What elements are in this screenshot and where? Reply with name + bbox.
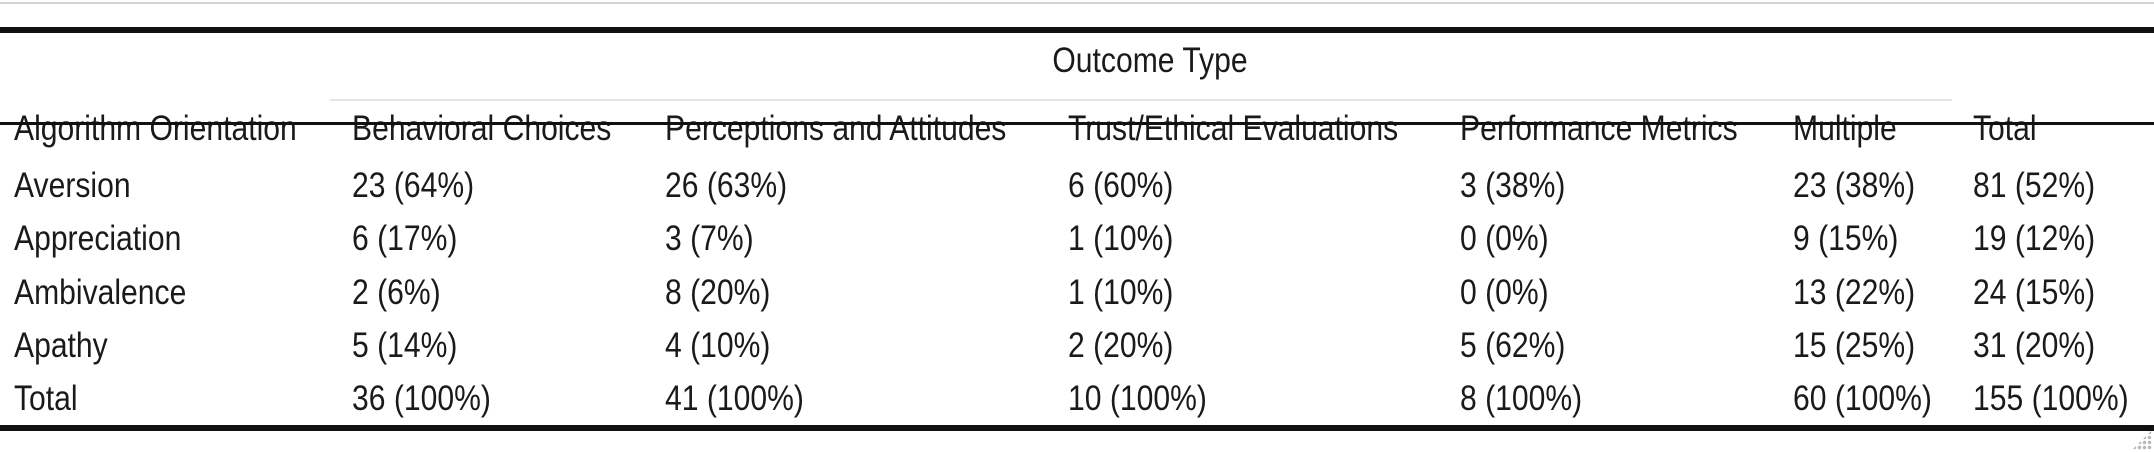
table-cell: 24 (15%)	[1973, 273, 2096, 312]
table-cell: 10 (100%)	[1068, 379, 1207, 418]
column-header-performance-metrics: Performance Metrics	[1460, 109, 1738, 148]
table-cell: 19 (12%)	[1973, 219, 2096, 258]
table-cell: 8 (100%)	[1460, 379, 1583, 418]
table-cell: 23 (64%)	[352, 166, 475, 205]
table-cell: 5 (62%)	[1460, 326, 1566, 365]
table-cell: 0 (0%)	[1460, 273, 1549, 312]
table-bottom-rule	[0, 425, 2154, 431]
column-header-behavioral-choices: Behavioral Choices	[352, 109, 612, 148]
table-cell: 3 (38%)	[1460, 166, 1566, 205]
table-cell: 9 (15%)	[1793, 219, 1899, 258]
table-cell: 60 (100%)	[1793, 379, 1932, 418]
row-header-label: Algorithm Orientation	[14, 109, 297, 148]
row-label: Appreciation	[14, 219, 182, 258]
table-cell: 31 (20%)	[1973, 326, 2096, 365]
table-cell: 26 (63%)	[665, 166, 788, 205]
table-top-rule	[0, 27, 2154, 33]
table-cell: 5 (14%)	[352, 326, 458, 365]
column-spanner-label: Outcome Type	[1052, 41, 1248, 80]
column-header-trust-ethical: Trust/Ethical Evaluations	[1068, 109, 1399, 148]
table-cell: 8 (20%)	[665, 273, 771, 312]
table-cell: 3 (7%)	[665, 219, 754, 258]
table-cell: 0 (0%)	[1460, 219, 1549, 258]
table-cell: 13 (22%)	[1793, 273, 1916, 312]
table-cell: 4 (10%)	[665, 326, 771, 365]
column-header-perceptions-attitudes: Perceptions and Attitudes	[665, 109, 1007, 148]
resize-grip-icon[interactable]	[2132, 430, 2152, 450]
row-label: Apathy	[14, 326, 108, 365]
table-cell: 155 (100%)	[1973, 379, 2129, 418]
table-cell: 2 (6%)	[352, 273, 441, 312]
table-cell: 2 (20%)	[1068, 326, 1174, 365]
table-cell: 1 (10%)	[1068, 273, 1174, 312]
table-cell: 1 (10%)	[1068, 219, 1174, 258]
row-label: Total	[14, 379, 78, 418]
column-header-multiple: Multiple	[1793, 109, 1897, 148]
table-cell: 41 (100%)	[665, 379, 804, 418]
table-cell: 81 (52%)	[1973, 166, 2096, 205]
spanner-underline	[330, 99, 1952, 101]
row-label: Aversion	[14, 166, 131, 205]
column-header-total: Total	[1973, 109, 2037, 148]
row-label: Ambivalence	[14, 273, 187, 312]
table-cell: 6 (60%)	[1068, 166, 1174, 205]
table-cell: 36 (100%)	[352, 379, 491, 418]
table-cell: 6 (17%)	[352, 219, 458, 258]
header-rule	[0, 122, 2154, 125]
table-cell: 15 (25%)	[1793, 326, 1916, 365]
table-cell: 23 (38%)	[1793, 166, 1916, 205]
window-top-border	[0, 2, 2154, 4]
